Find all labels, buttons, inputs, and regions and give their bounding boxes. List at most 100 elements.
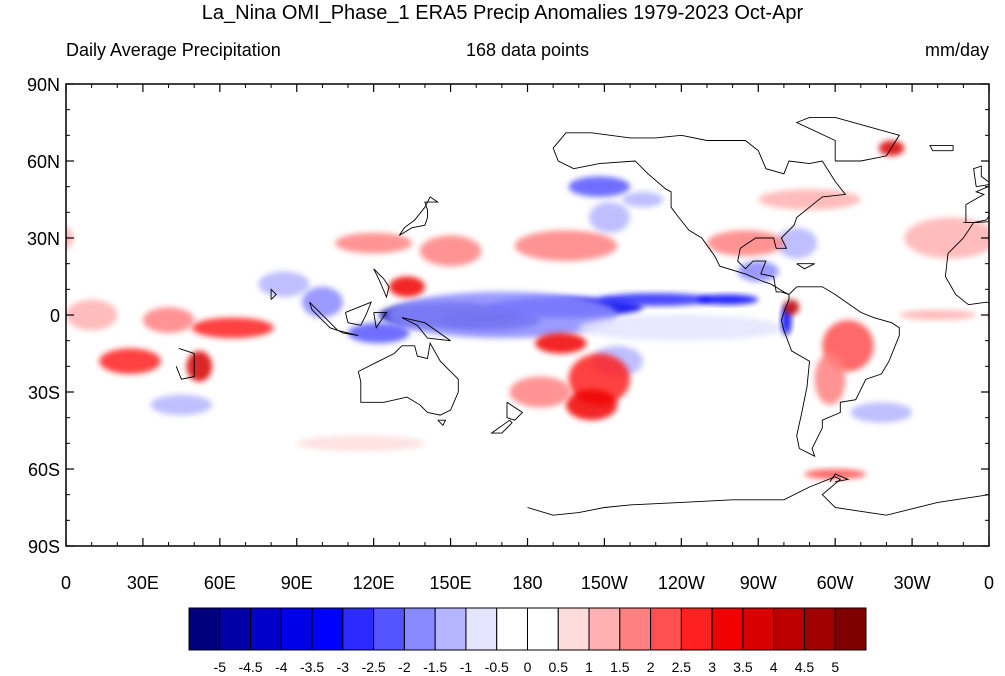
lon-tick-label: 60E — [204, 573, 236, 593]
coastline — [357, 341, 459, 416]
colorbar-swatch — [742, 607, 775, 651]
anomaly-region — [850, 402, 913, 423]
colorbar-swatch — [188, 607, 221, 651]
colorbar-label: -2.5 — [362, 659, 386, 675]
coastline — [944, 221, 989, 306]
coastline — [965, 185, 989, 224]
colorbar-swatch — [650, 607, 682, 651]
colorbar-swatch — [773, 607, 805, 651]
anomaly-region — [535, 332, 587, 354]
colorbar-swatch — [557, 607, 590, 651]
lon-tick-label: 120E — [353, 573, 395, 593]
colorbar-swatch — [403, 607, 436, 651]
colorbar-swatch — [280, 607, 313, 651]
coastline — [973, 165, 989, 188]
anomaly-region — [737, 261, 779, 282]
coastline — [829, 473, 850, 483]
lat-tick-label: 90S — [28, 537, 60, 557]
anomaly-region — [989, 300, 1005, 331]
lon-tick-label: 180 — [512, 573, 542, 593]
anomaly-region — [758, 189, 861, 210]
anomaly-region — [296, 435, 425, 452]
anomaly-region — [599, 293, 713, 307]
colorbar-swatch — [527, 607, 559, 651]
colorbar-swatch — [680, 607, 713, 651]
coastline — [552, 132, 900, 458]
coastline — [309, 301, 339, 331]
lat-tick-label: 90N — [27, 75, 60, 95]
coastline — [398, 196, 440, 236]
plot-title: La_Nina OMI_Phase_1 ERA5 Precip Anomalie… — [201, 2, 804, 24]
colorbar-swatch — [711, 607, 744, 651]
colorbar: -5 -4.5 -4 -3.5 -3 -2.5 -2 -1.5 -1 -0.5 0 0.5 1 1.5 2 2… — [188, 607, 867, 675]
lon-tick-label: 0 — [984, 573, 994, 593]
colorbar-label: -5 — [214, 659, 227, 675]
anomaly-region — [565, 389, 618, 421]
anomaly-region — [706, 230, 784, 256]
anomaly-region — [776, 227, 818, 259]
colorbar-swatch — [496, 607, 528, 651]
colorbar-label: 4.5 — [795, 659, 815, 675]
colorbar-label: -3.5 — [300, 659, 324, 675]
anomaly-region — [386, 291, 618, 339]
colorbar-label: 3.5 — [733, 659, 753, 675]
colorbar-label: -0.5 — [485, 659, 509, 675]
coastline — [506, 401, 524, 421]
anomaly-region — [904, 217, 989, 259]
anomaly-region — [389, 276, 425, 298]
lon-tick-label: 120W — [658, 573, 705, 593]
anomaly-region — [899, 309, 977, 321]
coastline — [345, 301, 372, 326]
lon-tick-label: 30W — [894, 573, 931, 593]
lat-tick-label: 30S — [28, 383, 60, 403]
units-label: mm/day — [924, 40, 989, 60]
lon-tick-label: 0 — [61, 573, 71, 593]
colorbar-swatch — [803, 607, 836, 651]
colorbar-label: 2.5 — [672, 659, 692, 675]
colorbar-label: 1 — [585, 659, 593, 675]
coastline — [373, 311, 388, 329]
anomaly-region — [589, 202, 631, 233]
anomaly-region — [301, 286, 343, 318]
anomaly-region — [568, 176, 631, 197]
lon-tick-label: 90W — [740, 573, 777, 593]
anomaly-region — [578, 315, 784, 341]
coastline — [270, 288, 277, 300]
lon-tick-label: 60W — [817, 573, 854, 593]
colorbar-label: 3 — [708, 659, 716, 675]
anomaly-region — [419, 235, 482, 267]
colorbar-label: 1.5 — [610, 659, 630, 675]
coastlines — [175, 116, 989, 516]
lat-tick-label: 30N — [27, 229, 60, 249]
anomaly-region — [509, 376, 572, 408]
anomaly-region — [258, 271, 310, 298]
colorbar-swatch — [434, 607, 467, 651]
colorbar-label: -1 — [460, 659, 473, 675]
colorbar-swatch — [373, 607, 405, 651]
coastline — [796, 263, 815, 270]
anomaly-field — [66, 140, 1005, 480]
colorbar-label: -4.5 — [238, 659, 262, 675]
lat-tick-label: 0 — [50, 306, 60, 326]
anomaly-region — [191, 317, 274, 339]
coastline — [175, 347, 195, 380]
lon-tick-label: 30E — [127, 573, 159, 593]
anomaly-region — [348, 322, 410, 344]
colorbar-swatch — [311, 607, 344, 651]
colorbar-label: -3 — [337, 659, 350, 675]
colorbar-label: 0.5 — [549, 659, 569, 675]
anomaly-region — [335, 232, 413, 254]
anomaly-region — [814, 353, 846, 405]
lon-tick-label: 150E — [430, 573, 472, 593]
anomaly-region — [696, 294, 759, 305]
colorbar-label: 0 — [524, 659, 532, 675]
anomaly-region — [142, 307, 195, 333]
center-subtitle: 168 data points — [465, 40, 590, 60]
colorbar-swatch — [619, 607, 652, 651]
lat-tick-label: 60N — [27, 152, 60, 172]
anomaly-region — [622, 191, 664, 208]
colorbar-swatch — [250, 607, 282, 651]
anomaly-region — [186, 350, 213, 382]
lat-tick-label: 60S — [28, 460, 60, 480]
